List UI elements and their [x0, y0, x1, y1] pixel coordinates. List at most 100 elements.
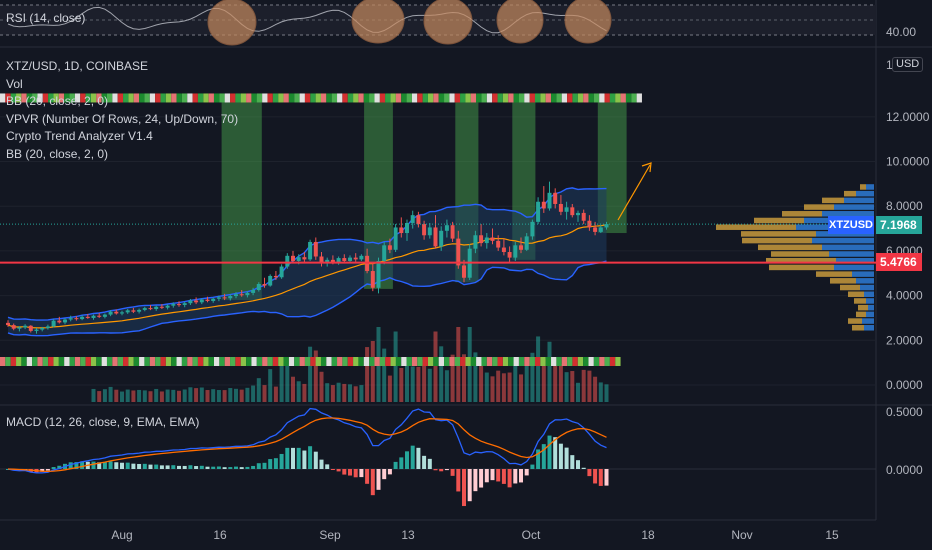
trend-bar-cell — [449, 93, 455, 103]
bollinger-lower-band — [7, 260, 607, 337]
indicator-vol[interactable]: Vol — [6, 76, 23, 91]
volume-bar — [291, 376, 295, 402]
macd-histogram-bar — [137, 463, 142, 469]
price-axis-ticks: 12.000010.00008.00006.00004.00002.00000.… — [886, 110, 930, 392]
trend-strip-cell — [74, 357, 81, 366]
trend-strip-cell — [208, 357, 214, 366]
projection-arrow-head — [641, 162, 652, 173]
vpvr-down-bar — [858, 304, 868, 311]
trend-bar-cell — [567, 93, 573, 103]
bollinger-basis-line — [7, 224, 607, 329]
macd-histogram — [6, 435, 609, 507]
level-price-tag: 5.4766 — [876, 253, 922, 271]
trend-bar-cell — [219, 93, 225, 103]
macd-histogram-bar — [285, 447, 290, 469]
candle-body — [553, 192, 558, 204]
indicator-crypto-trend[interactable]: Crypto Trend Analyzer V1.4 — [6, 129, 153, 143]
currency-button[interactable]: USD — [892, 57, 924, 72]
rsi-pane-label: RSI (14, close) — [6, 11, 86, 25]
trend-bar-cell — [358, 93, 364, 103]
volume-bar — [239, 389, 244, 402]
trend-bar-cell — [315, 93, 321, 103]
candle-body — [399, 227, 404, 234]
candle-body — [604, 224, 609, 228]
trend-strip-cell — [369, 357, 375, 366]
volume-bar — [245, 387, 250, 402]
volume-bar — [387, 375, 392, 402]
macd-histogram-bar — [165, 465, 170, 469]
macd-histogram-bar — [108, 461, 113, 469]
trend-strip-cell — [69, 357, 75, 366]
candle-body — [171, 304, 176, 306]
macd-histogram-bar — [405, 451, 409, 469]
trend-bar-cell — [406, 93, 412, 103]
trend-bar-cell — [609, 93, 616, 103]
candle-body — [564, 207, 569, 212]
indicator-bb-1[interactable]: BB (20, close, 2, 0) — [6, 94, 109, 108]
trend-bar-cell — [214, 93, 220, 103]
projection-arrow[interactable] — [617, 164, 651, 221]
trend-strip-cell — [615, 357, 621, 366]
macd-histogram-bar — [348, 469, 352, 476]
candle-body — [245, 292, 250, 296]
trend-strip-cell — [588, 357, 594, 366]
volume-bar — [365, 347, 370, 402]
macd-histogram-bar — [359, 469, 364, 478]
volume-bar — [564, 372, 569, 402]
macd-histogram-bar — [199, 465, 204, 469]
candle-body — [473, 235, 478, 249]
candle-body — [182, 303, 187, 305]
symbol-title[interactable]: XTZ/USD, 1D, COINBASE — [6, 59, 149, 73]
trend-strip-cell — [240, 357, 247, 366]
trend-bar-cell — [529, 93, 535, 103]
trend-bar-cell — [438, 93, 444, 103]
macd-histogram-bar — [462, 469, 466, 507]
vpvr-up-bar — [852, 271, 874, 277]
indicator-bb-2[interactable]: BB (20, close, 2, 0) — [6, 146, 109, 161]
rsi-pane[interactable]: 40.00 — [0, 0, 916, 46]
vpvr-up-bar — [866, 184, 874, 190]
trend-strip-cell — [112, 357, 118, 366]
trend-analyzer-bar — [0, 93, 642, 103]
macd-histogram-bar — [188, 465, 193, 469]
trend-bar-cell — [502, 93, 509, 103]
volume-bar — [399, 367, 404, 402]
macd-histogram-bar — [439, 469, 444, 472]
candle-body — [251, 290, 256, 293]
macd-pane[interactable]: 0.5000 0.0000 — [0, 405, 923, 507]
volume-bar — [273, 386, 278, 402]
candle-body — [558, 203, 563, 212]
price-pane[interactable]: 12.000010.00008.00006.00004.00002.00000.… — [0, 93, 930, 402]
vpvr-down-bar — [840, 284, 860, 291]
macd-axis-tick-high: 0.5000 — [886, 405, 923, 419]
trend-bar-cell — [593, 93, 600, 103]
trend-bar-cell — [139, 93, 145, 103]
trend-bar-cell — [476, 93, 482, 103]
trend-strip-cell — [203, 357, 209, 366]
candle-body — [23, 325, 28, 328]
candle-body — [211, 298, 216, 301]
indicator-vpvr[interactable]: VPVR (Number Of Rows, 24, Up/Down, 70) — [6, 111, 239, 126]
candle-body — [273, 275, 278, 278]
candle-body — [501, 247, 506, 253]
trend-bar-cell — [524, 93, 530, 103]
volume-bar — [205, 390, 210, 402]
trend-bar-cell — [235, 93, 241, 103]
vpvr-down-bar — [854, 298, 866, 304]
macd-histogram-bar — [547, 435, 552, 469]
trend-strip-cell — [609, 357, 616, 366]
volume-bar — [405, 359, 409, 402]
trend-strip-cell — [181, 357, 188, 366]
macd-histogram-bar — [325, 464, 330, 469]
trend-bar-cell — [401, 93, 407, 103]
trend-bar-cell — [299, 93, 305, 103]
volume-bar — [199, 387, 204, 402]
macd-histogram-bar — [593, 469, 598, 484]
trend-bar-cell — [342, 93, 348, 103]
time-axis[interactable]: Aug 16 Sep 13 Oct 18 Nov 15 — [111, 528, 839, 542]
trend-bar-cell — [294, 93, 300, 103]
trend-bar-cell — [481, 93, 487, 103]
macd-histogram-bar — [125, 462, 130, 469]
volume-bar — [342, 383, 347, 402]
